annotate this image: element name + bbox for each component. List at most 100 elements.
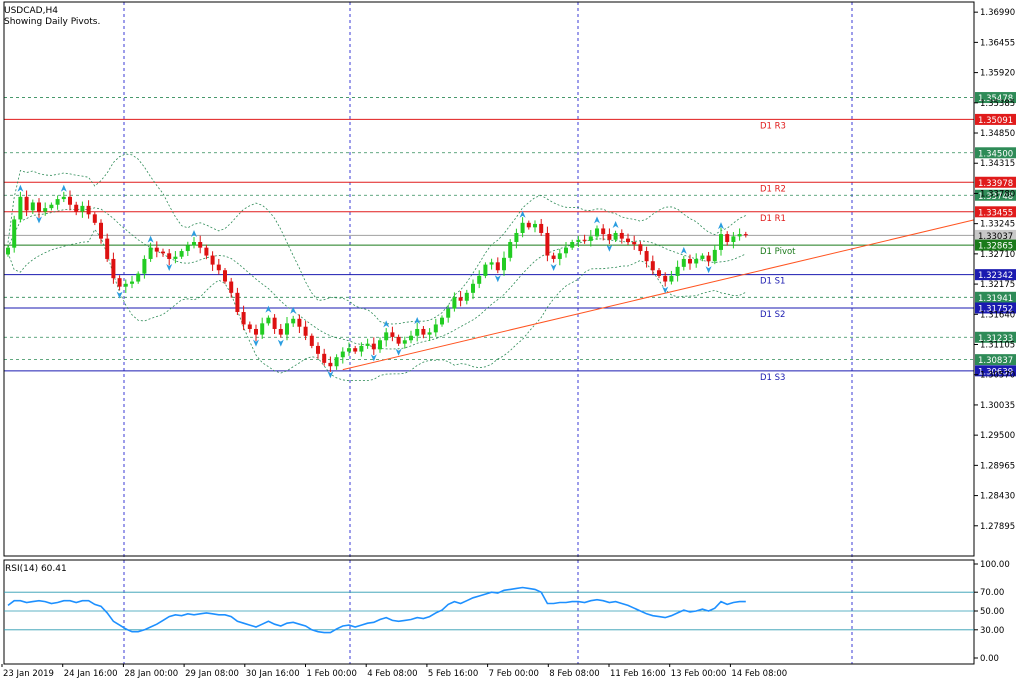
pivot-level-label: D1 Pivot bbox=[760, 247, 796, 257]
rsi-axis-tick-label: 0.00 bbox=[980, 654, 999, 664]
candle-body bbox=[595, 228, 599, 237]
price-tag-value: 1.31752 bbox=[978, 304, 1013, 314]
fractal-up-arrow bbox=[290, 306, 297, 314]
candle-body bbox=[68, 196, 72, 205]
price-tag-box bbox=[975, 176, 1016, 188]
price-tag-box bbox=[975, 331, 1016, 343]
fractal-up-arrow bbox=[383, 320, 390, 328]
candle-body bbox=[340, 351, 345, 358]
candle-body bbox=[626, 238, 630, 243]
candle-body bbox=[458, 297, 463, 301]
candle-body bbox=[43, 208, 48, 212]
x-axis-tick-label: 11 Feb 16:00 bbox=[610, 669, 666, 679]
candle-body bbox=[167, 253, 172, 259]
pivot-level-label: D1 R3 bbox=[760, 121, 786, 131]
fractal-down-arrow bbox=[662, 286, 669, 294]
pivot-level-label: D1 R1 bbox=[760, 214, 786, 224]
candle-body bbox=[49, 204, 54, 209]
candle-body bbox=[433, 324, 438, 333]
candle-body bbox=[706, 255, 711, 262]
price-tag-value: 1.30639 bbox=[978, 367, 1013, 377]
fractal-up-arrow bbox=[612, 220, 619, 228]
candle-body bbox=[508, 242, 513, 258]
price-tag-box bbox=[975, 239, 1016, 251]
candle-body bbox=[582, 239, 587, 241]
candle-body bbox=[316, 345, 320, 354]
price-tag-value: 1.32342 bbox=[978, 271, 1013, 281]
candle-body bbox=[365, 343, 370, 346]
x-axis-tick-label: 23 Jan 2019 bbox=[3, 669, 54, 679]
candle-body bbox=[588, 236, 593, 241]
candle-body bbox=[359, 345, 364, 352]
candle-body bbox=[644, 251, 649, 262]
candle-body bbox=[154, 247, 159, 252]
candle-body bbox=[223, 270, 227, 282]
envelope-bands-layer bbox=[7, 153, 746, 382]
fractal-down-arrow bbox=[606, 244, 613, 252]
candle-body bbox=[278, 328, 283, 335]
candle-body bbox=[551, 255, 556, 259]
grid-layer bbox=[123, 2, 853, 664]
trendline-layer bbox=[342, 219, 975, 371]
y-axis-tick-label: 1.34315 bbox=[980, 159, 1015, 169]
fractal-up-arrow bbox=[265, 305, 272, 313]
candle-body bbox=[111, 258, 116, 279]
chart-symbol-title: USDCAD,H4 bbox=[4, 6, 58, 16]
price-plot-frame bbox=[3, 1, 975, 557]
x-axis-tick-label: 5 Feb 16:00 bbox=[428, 669, 478, 679]
candle-body bbox=[99, 222, 103, 239]
fractal-down-arrow bbox=[395, 348, 402, 356]
ascending-trendline bbox=[342, 219, 975, 371]
candle-body bbox=[303, 326, 308, 336]
fractal-down-arrow bbox=[277, 339, 284, 347]
rsi-axis-tick-label: 30.00 bbox=[980, 626, 1004, 636]
axes-layer: 1.36990 1.36455 1.35920 1.35385 1.34850 1.343… bbox=[1, 1, 1015, 679]
candle-body bbox=[86, 205, 91, 215]
candle-body bbox=[601, 228, 606, 235]
fractal-up-arrow bbox=[519, 210, 526, 218]
candle-body bbox=[117, 278, 122, 287]
candle-body bbox=[514, 232, 519, 243]
fractal-down-arrow bbox=[253, 339, 259, 347]
price-tag-box bbox=[975, 113, 1016, 125]
candle-body bbox=[675, 266, 680, 276]
fractal-arrows-layer bbox=[17, 184, 724, 379]
x-axis-tick-label: 14 Feb 08:00 bbox=[731, 669, 787, 679]
candle-body bbox=[731, 236, 736, 243]
fractal-up-arrow bbox=[680, 246, 687, 254]
candle-body bbox=[725, 234, 730, 243]
y-axis-tick-label: 1.36455 bbox=[980, 38, 1015, 48]
price-tag-box bbox=[975, 189, 1016, 201]
fractal-down-arrow bbox=[494, 275, 501, 283]
x-axis-tick-label: 7 Feb 00:00 bbox=[489, 669, 539, 679]
candle-body bbox=[657, 270, 661, 276]
pivot-levels-layer: D1 R3 D1 R2 D1 R1 D1 Pivot D1 S1 D1 S2 D1 S3 bbox=[4, 97, 974, 383]
candle-body bbox=[402, 340, 407, 344]
y-axis-tick-label: 1.33780 bbox=[980, 189, 1015, 199]
fractal-up-arrow bbox=[414, 316, 421, 324]
candle-body bbox=[6, 247, 10, 255]
candle-body bbox=[743, 234, 748, 236]
price-tag-box bbox=[975, 147, 1016, 159]
candle-body bbox=[619, 232, 624, 239]
price-tag-value: 1.32865 bbox=[978, 242, 1013, 252]
candle-body bbox=[291, 318, 296, 324]
candle-body bbox=[123, 283, 128, 287]
candle-body bbox=[427, 332, 432, 335]
candle-body bbox=[254, 328, 258, 335]
pivot-level-label: D1 S1 bbox=[760, 277, 785, 287]
candle-body bbox=[24, 196, 29, 211]
price-tag-box bbox=[975, 354, 1016, 366]
fractal-down-arrow bbox=[166, 263, 173, 271]
candle-body bbox=[495, 262, 500, 271]
y-axis-tick-label: 1.30035 bbox=[980, 401, 1015, 411]
price-tag-value: 1.33978 bbox=[978, 179, 1013, 189]
pivot-level-label: D1 S2 bbox=[760, 310, 785, 320]
x-axis-tick-label: 8 Feb 08:00 bbox=[549, 669, 599, 679]
candle-body bbox=[477, 275, 482, 284]
candle-body bbox=[334, 357, 339, 367]
fractal-up-arrow bbox=[60, 184, 67, 192]
price-tag-value: 1.35478 bbox=[978, 94, 1013, 104]
candle-body bbox=[700, 255, 705, 259]
